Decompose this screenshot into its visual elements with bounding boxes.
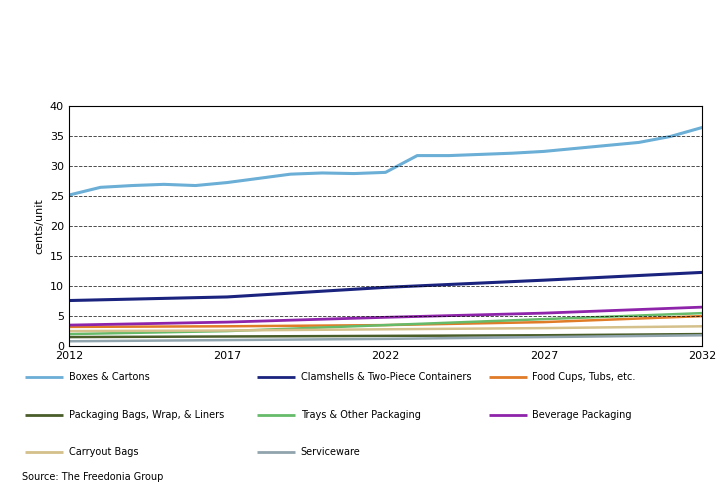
Text: Food Cups, Tubs, etc.: Food Cups, Tubs, etc. xyxy=(532,372,636,381)
Text: Source: The Freedonia Group: Source: The Freedonia Group xyxy=(22,471,163,482)
Text: Serviceware: Serviceware xyxy=(300,447,361,457)
Text: Trays & Other Packaging: Trays & Other Packaging xyxy=(300,409,421,420)
Text: Packaging Bags, Wrap, & Liners: Packaging Bags, Wrap, & Liners xyxy=(69,409,224,420)
Text: Figure 3-4.
Fast Food & Fast Casual (QSR) Single-Use Packaging & Serviceware Pri: Figure 3-4. Fast Food & Fast Casual (QSR… xyxy=(9,4,481,58)
Y-axis label: cents/unit: cents/unit xyxy=(34,198,44,254)
Text: Clamshells & Two-Piece Containers: Clamshells & Two-Piece Containers xyxy=(300,372,471,381)
Text: Boxes & Cartons: Boxes & Cartons xyxy=(69,372,150,381)
Text: Beverage Packaging: Beverage Packaging xyxy=(532,409,632,420)
Text: Freedonia: Freedonia xyxy=(594,79,662,91)
Text: Carryout Bags: Carryout Bags xyxy=(69,447,138,457)
